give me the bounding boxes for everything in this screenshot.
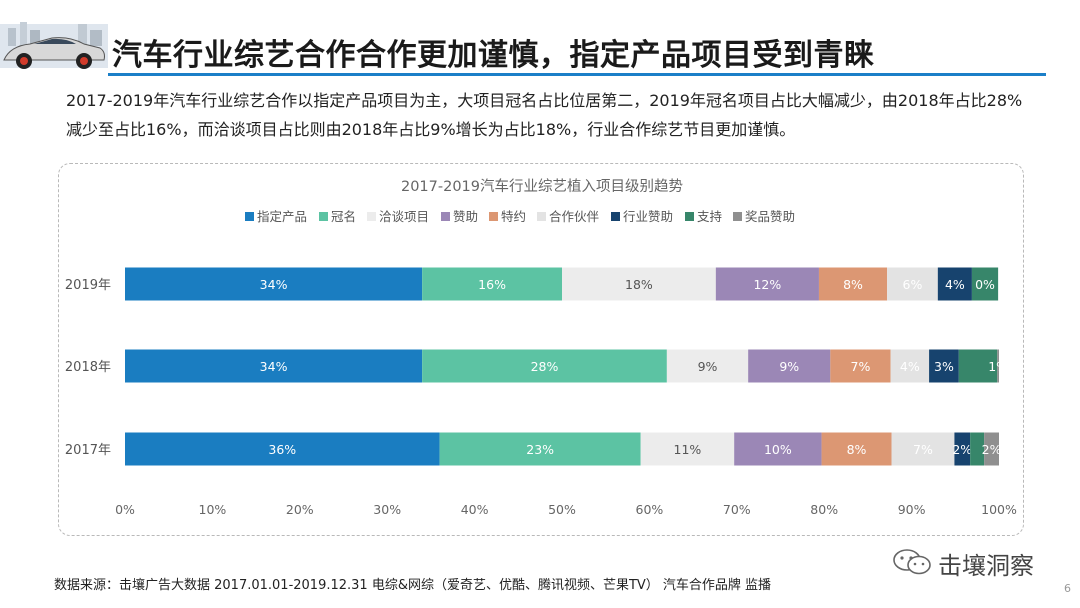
x-tick-label: 100% [981, 502, 1017, 517]
category-label: 2017年 [65, 443, 111, 458]
wechat-icon [893, 549, 931, 575]
bar-value-label: 10% [764, 442, 792, 457]
legend-swatch-7 [685, 212, 694, 221]
category-label: 2018年 [65, 360, 111, 375]
bar-value-label: 1% [988, 359, 1008, 374]
bar-value-label: 9% [698, 359, 718, 374]
summary-text: 2017-2019年汽车行业综艺合作以指定产品项目为主，大项目冠名占比位居第二，… [66, 91, 1023, 139]
bar-value-label: 4% [900, 359, 920, 374]
bar-segment-6 [937, 267, 972, 301]
bar-value-label: 11% [674, 442, 702, 457]
bar-value-label: 8% [847, 442, 867, 457]
x-tick-label: 10% [199, 502, 227, 517]
x-tick-label: 20% [286, 502, 314, 517]
legend-label-2: 洽谈项目 [379, 209, 429, 224]
x-tick-label: 40% [461, 502, 489, 517]
bar-segment-4 [818, 267, 888, 301]
slide-header: 汽车行业综艺合作合作更加谨慎，指定产品项目受到青睐 [0, 0, 1080, 80]
bar-segment-2 [666, 349, 749, 383]
bar-value-label: 2% [952, 442, 972, 457]
bar-segment-4 [830, 349, 891, 383]
bar-segment-5 [891, 432, 955, 466]
title-divider [108, 73, 1046, 76]
legend-label-3: 赞助 [453, 209, 478, 224]
category-label: 2019年 [65, 278, 111, 293]
bar-segment-3 [715, 267, 819, 301]
bar-segment-7 [958, 349, 998, 383]
legend-label-0: 指定产品 [257, 209, 307, 224]
bar-segment-0 [125, 432, 440, 466]
bar-value-label: 6% [903, 277, 923, 292]
bar-segment-3 [748, 349, 831, 383]
bar-segment-3 [734, 432, 822, 466]
bar-segment-5 [887, 267, 938, 301]
bar-segment-6 [929, 349, 959, 383]
bar-value-label: 8% [843, 277, 863, 292]
bar-segment-7 [971, 267, 999, 301]
bar-segment-4 [821, 432, 892, 466]
x-tick-label: 80% [810, 502, 838, 517]
bar-value-label: 7% [913, 442, 933, 457]
page-title: 汽车行业综艺合作合作更加谨慎，指定产品项目受到青睐 [112, 38, 875, 73]
bar-value-label: 34% [260, 277, 288, 292]
legend-swatch-3 [441, 212, 450, 221]
bar-segment-8 [984, 432, 999, 466]
x-tick-label: 70% [723, 502, 751, 517]
bar-value-label: 9% [779, 359, 799, 374]
bar-value-label: 12% [753, 277, 781, 292]
brand-name: 击壤洞察 [938, 552, 1034, 580]
page-number: 6 [1064, 582, 1071, 595]
bar-segment-5 [890, 349, 930, 383]
legend-swatch-6 [611, 212, 620, 221]
legend-label-1: 冠名 [331, 209, 356, 224]
bar-segment-8 [997, 349, 999, 383]
bar-segment-0 [125, 349, 423, 383]
bar-value-label: 0% [975, 277, 995, 292]
bar-value-label: 23% [526, 442, 554, 457]
car-logo-icon [0, 22, 108, 69]
bar-segment-7 [970, 432, 985, 466]
x-tick-label: 50% [548, 502, 576, 517]
bar-value-label: 2% [982, 442, 1002, 457]
bar-segment-1 [422, 349, 667, 383]
bar-segment-2 [562, 267, 716, 301]
legend-label-4: 特约 [501, 209, 526, 224]
bar-segment-6 [954, 432, 971, 466]
bar-segment-1 [422, 267, 562, 301]
data-source: 数据来源：击壤广告大数据 2017.01.01-2019.12.31 电综&网综… [54, 578, 772, 593]
x-tick-label: 60% [636, 502, 664, 517]
legend-swatch-2 [367, 212, 376, 221]
x-tick-label: 90% [898, 502, 926, 517]
bar-value-label: 7% [851, 359, 871, 374]
legend-swatch-4 [489, 212, 498, 221]
legend-swatch-5 [537, 212, 546, 221]
bar-segment-1 [439, 432, 641, 466]
bar-value-label: 16% [478, 277, 506, 292]
bar-segment-2 [640, 432, 735, 466]
legend-label-6: 行业赞助 [623, 209, 673, 224]
legend-swatch-1 [319, 212, 328, 221]
legend-label-5: 合作伙伴 [549, 209, 600, 224]
legend-label-7: 支持 [697, 209, 722, 224]
legend-swatch-8 [733, 212, 742, 221]
legend-label-8: 奖品赞助 [745, 209, 795, 224]
bar-segment-0 [125, 267, 423, 301]
bar-value-label: 36% [268, 442, 296, 457]
bar-value-label: 28% [531, 359, 559, 374]
bar-value-label: 18% [625, 277, 653, 292]
chart-title: 2017-2019汽车行业综艺植入项目级别趋势 [401, 178, 683, 195]
legend-swatch-0 [245, 212, 254, 221]
bar-value-label: 34% [260, 359, 288, 374]
bar-value-label: 4% [945, 277, 965, 292]
x-tick-label: 0% [115, 502, 135, 517]
bar-value-label: 3% [934, 359, 954, 374]
x-tick-label: 30% [373, 502, 401, 517]
chart-panel: 2017-2019汽车行业综艺植入项目级别趋势指定产品 冠名 洽谈项目 赞助 特约 合作伙… [58, 163, 1024, 536]
